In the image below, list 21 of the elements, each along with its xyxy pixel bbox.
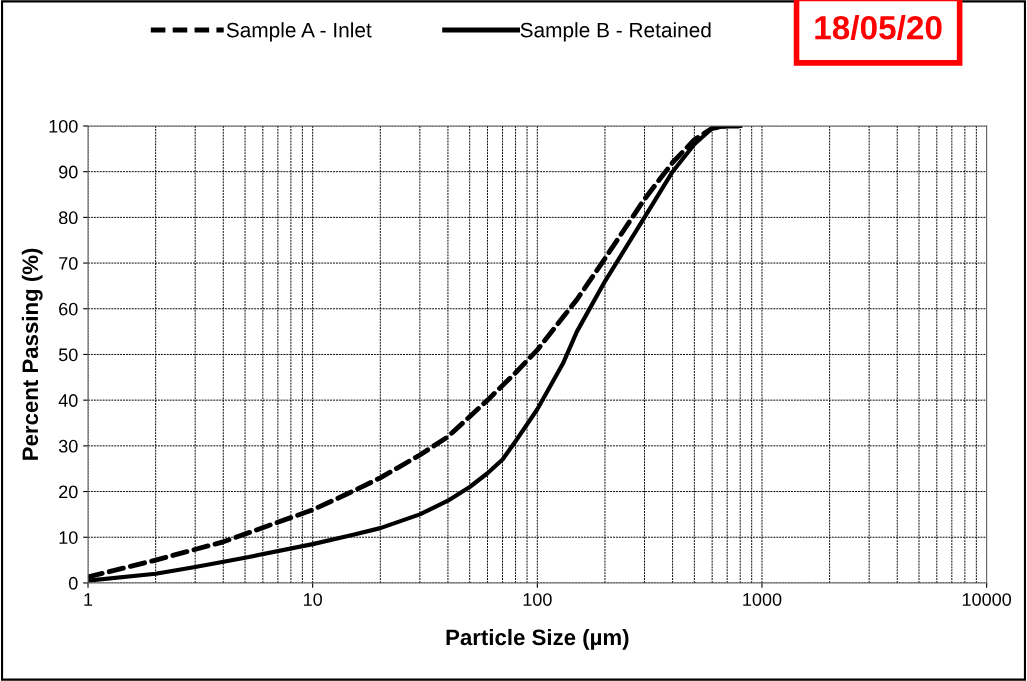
y-tick-label: 40 [58, 394, 78, 407]
y-tick-label: 20 [59, 485, 78, 499]
y-tick-label: 10 [59, 531, 78, 544]
y-tick-label: 0 [68, 576, 78, 590]
y-tick-label: 80 [58, 211, 78, 225]
y-tick-label: 100 [49, 119, 78, 133]
y-tick-label: 70 [59, 257, 78, 270]
y-tick-label: 90 [59, 165, 78, 179]
x-axis-title: Particle Size (µm) [446, 628, 629, 650]
x-tick-label: 1 [84, 593, 93, 606]
x-tick-label: 1000 [743, 593, 782, 606]
text: 18/05/20 [815, 15, 942, 40]
y-axis-title: Percent Passing (%) [21, 248, 43, 460]
y-tick-label: 30 [58, 439, 78, 453]
y-tick-label: 50 [58, 348, 78, 362]
x-tick-label: 10 [304, 593, 323, 606]
x-tick-label: 10000 [962, 593, 1012, 606]
x-tick-label: 100 [523, 593, 552, 606]
legend-label: Sample B - Retained [520, 22, 711, 42]
legend-label: Sample A - Inlet [226, 22, 372, 42]
y-tick-label: 60 [59, 302, 78, 316]
